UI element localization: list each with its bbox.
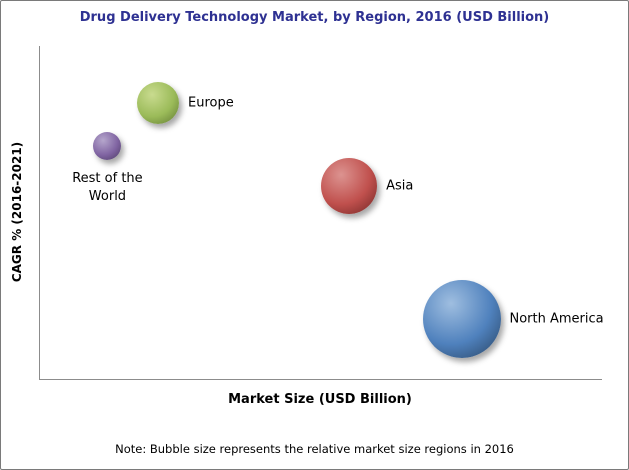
bubble-rest-of-the-world [93,131,122,160]
chart-title: Drug Delivery Technology Market, by Regi… [79,10,550,25]
note-text: Note: Bubble size represents the relativ… [115,442,514,456]
bubble-north-america [422,280,501,359]
bubble-europe [137,81,180,124]
bubble-asia [321,157,378,214]
y-axis-label: CAGR % (2016-2021) [10,141,24,283]
bubble-label-north-america: North America [509,311,604,327]
bubble-label-asia: Asia [386,178,414,194]
plot-area: Europe Rest of the World Asia North America [39,46,604,380]
bubble-label-europe: Europe [188,95,234,111]
bubble-label-rest-of-the-world: Rest of the World [72,170,143,205]
x-axis-label: Market Size (USD Billion) [228,392,412,407]
